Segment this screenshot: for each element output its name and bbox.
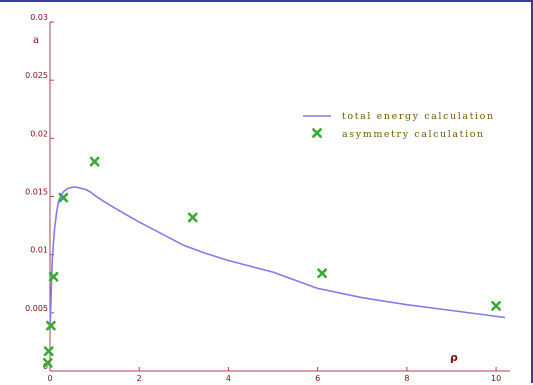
legend-label-asymmetry: asymmetry calculation: [342, 129, 485, 140]
series-line-total-energy: [49, 186, 506, 331]
x-tick-label: 2: [137, 374, 142, 383]
marker-stroke: [43, 346, 54, 357]
scatter-point: [317, 268, 328, 279]
legend-label-total-energy: total energy calculation: [342, 111, 495, 122]
marker-stroke: [58, 192, 69, 203]
scatter-point: [187, 212, 198, 223]
legend: total energy calculation asymmetry calcul…: [303, 111, 495, 140]
marker-stroke: [89, 156, 100, 167]
marker-stroke: [42, 357, 53, 368]
scatter-point: [48, 271, 59, 282]
y-tick-label: 0.025: [25, 71, 48, 80]
y-tick-label: 0.005: [25, 304, 48, 313]
scatter-point: [42, 357, 53, 368]
x-tick-label: 10: [491, 374, 501, 383]
axes: [49, 22, 510, 372]
y-axis-label: a: [33, 35, 39, 46]
plot-area: [42, 156, 506, 368]
marker-stroke: [312, 128, 322, 138]
x-tick-label: 6: [315, 374, 320, 383]
y-tick-label: 0.03: [30, 13, 48, 22]
scatter-point: [43, 346, 54, 357]
x-tick-label: 4: [226, 374, 231, 383]
scatter-point: [491, 300, 501, 311]
y-tick-label: 0.01: [30, 246, 48, 255]
scatter-point: [89, 156, 100, 167]
x-axis-label: ρ: [450, 351, 458, 364]
marker-stroke: [317, 268, 328, 279]
scatter-point: [45, 320, 56, 331]
marker-stroke: [187, 212, 198, 223]
legend-marker-swatch: [312, 128, 322, 138]
marker-stroke: [491, 300, 501, 311]
marker-stroke: [48, 271, 59, 282]
scatter-point: [58, 192, 69, 203]
x-tick-label: 0: [47, 374, 52, 383]
x-tick-label: 8: [404, 374, 409, 383]
y-tick-label: 0.02: [30, 129, 48, 138]
y-tick-label: 0.015: [25, 188, 48, 197]
marker-stroke: [45, 320, 56, 331]
